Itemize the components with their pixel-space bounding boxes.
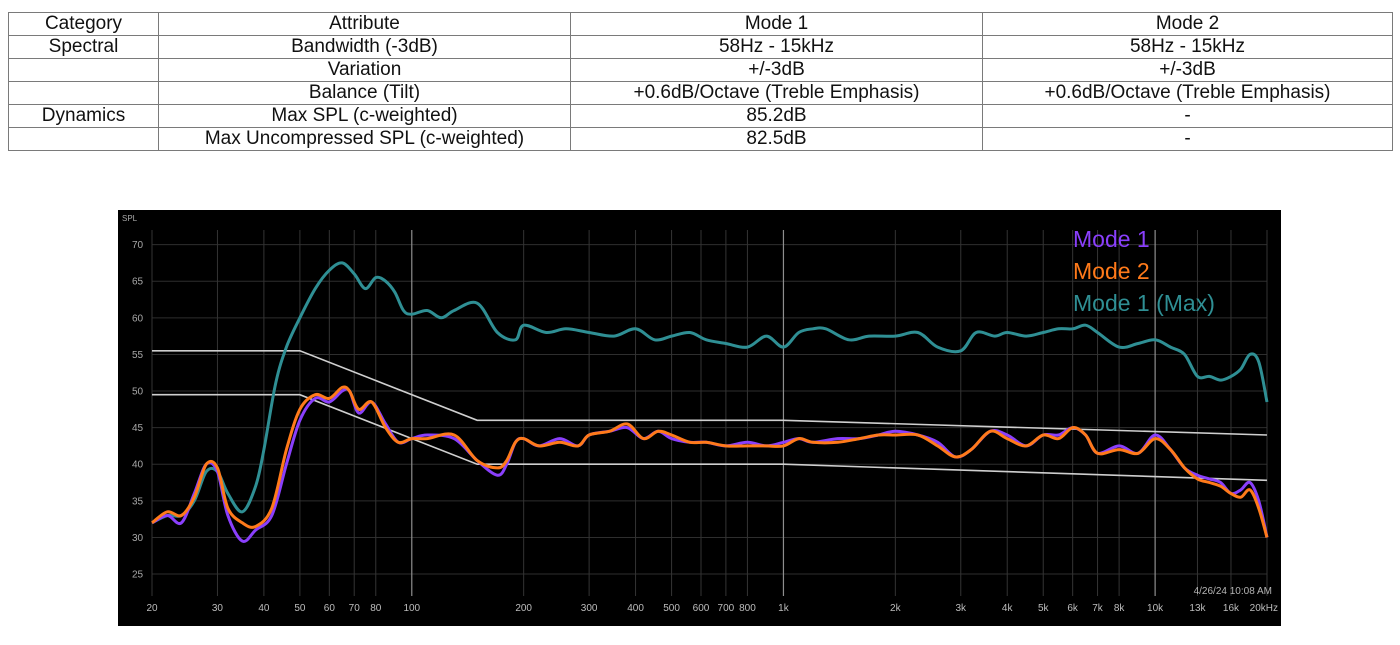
table-cell: - bbox=[982, 104, 1393, 128]
x-tick-label: 10k bbox=[1147, 603, 1164, 614]
series-lines bbox=[151, 261, 1269, 543]
header-mode-1: Mode 1 bbox=[570, 12, 983, 36]
y-tick-label: 30 bbox=[132, 533, 144, 544]
y-tick-label: 70 bbox=[132, 240, 144, 251]
x-tick-label: 3k bbox=[955, 603, 967, 614]
x-tick-label: 100 bbox=[403, 603, 420, 614]
x-tick-label: 7k bbox=[1092, 603, 1104, 614]
legend-entry: Mode 1 (Max) bbox=[1073, 290, 1215, 316]
legend-entry: Mode 1 bbox=[1073, 226, 1150, 252]
header-category: Category bbox=[8, 12, 159, 36]
table-cell: 82.5dB bbox=[570, 127, 983, 151]
table-cell: - bbox=[982, 127, 1393, 151]
x-tick-label: 400 bbox=[627, 603, 644, 614]
x-tick-label: 800 bbox=[739, 603, 756, 614]
series-line-mode-1 bbox=[151, 387, 1269, 543]
reference-line bbox=[152, 350, 1268, 436]
x-tick-label: 60 bbox=[324, 603, 336, 614]
frequency-response-chart: 25 30 35 40 45 50 55 60 65 70 20 30 40 50 60 70 80 100 20… bbox=[118, 210, 1281, 626]
x-tick-label: 1k bbox=[778, 603, 790, 614]
spec-table: Category Attribute Mode 1 Mode 2 Spectra… bbox=[8, 12, 1393, 151]
table-cell: +/-3dB bbox=[982, 58, 1393, 82]
legend-entry: Mode 2 bbox=[1073, 258, 1150, 284]
table-row: Spectral Bandwidth (-3dB) 58Hz - 15kHz 5… bbox=[8, 35, 1393, 59]
y-tick-label: 25 bbox=[132, 570, 144, 581]
table-row: Balance (Tilt) +0.6dB/Octave (Treble Emp… bbox=[8, 81, 1393, 105]
reference-line bbox=[152, 393, 1268, 482]
x-tick-label: 40 bbox=[258, 603, 270, 614]
table-cell bbox=[8, 58, 159, 82]
y-tick-label: 50 bbox=[132, 387, 144, 398]
x-tick-label: 8k bbox=[1114, 603, 1126, 614]
header-attribute: Attribute bbox=[158, 12, 571, 36]
x-tick-label: 200 bbox=[515, 603, 532, 614]
x-tick-label: 5k bbox=[1038, 603, 1050, 614]
table-cell: 85.2dB bbox=[570, 104, 983, 128]
table-cell: Dynamics bbox=[8, 104, 159, 128]
y-tick-label: 40 bbox=[132, 460, 144, 471]
table-row: Dynamics Max SPL (c-weighted) 85.2dB - bbox=[8, 104, 1393, 128]
x-tick-label: 6k bbox=[1067, 603, 1079, 614]
x-tick-label: 2k bbox=[890, 603, 902, 614]
table-header-row: Category Attribute Mode 1 Mode 2 bbox=[8, 12, 1393, 36]
table-cell: +/-3dB bbox=[570, 58, 983, 82]
y-axis-label: SPL bbox=[122, 214, 138, 223]
x-tick-label: 300 bbox=[581, 603, 598, 614]
table-cell: 58Hz - 15kHz bbox=[982, 35, 1393, 59]
timestamp: 4/26/24 10:08 AM bbox=[1194, 586, 1272, 597]
series-line-mode-2 bbox=[151, 385, 1269, 538]
legend: Mode 1 Mode 2 Mode 1 (Max) bbox=[1073, 226, 1215, 316]
x-tick-label: 16k bbox=[1223, 603, 1240, 614]
reference-lines bbox=[152, 350, 1268, 482]
x-tick-label: 70 bbox=[349, 603, 361, 614]
table-cell bbox=[8, 81, 159, 105]
y-tick-label: 35 bbox=[132, 496, 144, 507]
series-line-mode-1-max bbox=[151, 261, 1269, 525]
table-cell: Max SPL (c-weighted) bbox=[158, 104, 571, 128]
table-cell: Max Uncompressed SPL (c-weighted) bbox=[158, 127, 571, 151]
table-cell: Balance (Tilt) bbox=[158, 81, 571, 105]
x-tick-label: 700 bbox=[718, 603, 735, 614]
table-cell bbox=[8, 127, 159, 151]
x-tick-label: 80 bbox=[370, 603, 382, 614]
table-cell: Variation bbox=[158, 58, 571, 82]
x-tick-label: 500 bbox=[663, 603, 680, 614]
x-tick-label: 600 bbox=[693, 603, 710, 614]
y-tick-labels: 25 30 35 40 45 50 55 60 65 70 bbox=[132, 240, 144, 580]
x-tick-label: 20kHz bbox=[1250, 603, 1278, 614]
table-row: Variation +/-3dB +/-3dB bbox=[8, 58, 1393, 82]
table-cell: +0.6dB/Octave (Treble Emphasis) bbox=[570, 81, 983, 105]
table-cell: Bandwidth (-3dB) bbox=[158, 35, 571, 59]
x-tick-label: 4k bbox=[1002, 603, 1014, 614]
table-cell: +0.6dB/Octave (Treble Emphasis) bbox=[982, 81, 1393, 105]
x-tick-label: 50 bbox=[294, 603, 306, 614]
table-cell: Spectral bbox=[8, 35, 159, 59]
x-tick-labels: 20 30 40 50 60 70 80 100 200 300 400 500 600 700 800 1k… bbox=[146, 603, 1278, 614]
x-tick-label: 30 bbox=[212, 603, 224, 614]
y-tick-label: 65 bbox=[132, 277, 144, 288]
y-tick-label: 60 bbox=[132, 313, 144, 324]
x-tick-label: 20 bbox=[146, 603, 158, 614]
x-tick-label: 13k bbox=[1189, 603, 1206, 614]
table-cell: 58Hz - 15kHz bbox=[570, 35, 983, 59]
header-mode-2: Mode 2 bbox=[982, 12, 1393, 36]
table-row: Max Uncompressed SPL (c-weighted) 82.5dB… bbox=[8, 127, 1393, 151]
y-tick-label: 45 bbox=[132, 423, 144, 434]
y-tick-label: 55 bbox=[132, 350, 144, 361]
